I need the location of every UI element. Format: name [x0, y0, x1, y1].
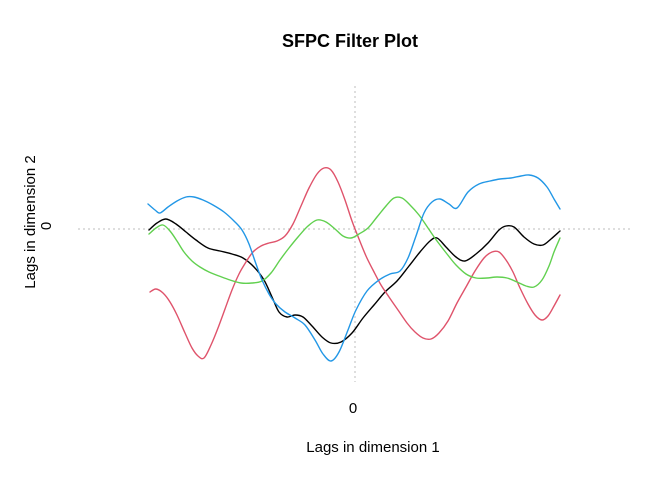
y-axis-label: Lags in dimension 2 — [22, 155, 39, 288]
x-axis-label: Lags in dimension 1 — [306, 439, 439, 456]
y-axis-tick-zero: 0 — [38, 222, 55, 230]
filter-curve-series-1 — [148, 218, 561, 345]
plot-title: SFPC Filter Plot — [282, 31, 418, 51]
x-axis-tick-zero: 0 — [349, 400, 357, 417]
filter-curve-series-3 — [148, 196, 561, 289]
filter-curve-series-4 — [147, 174, 561, 362]
filter-curve-series-2 — [149, 166, 561, 360]
series-group — [147, 166, 561, 362]
